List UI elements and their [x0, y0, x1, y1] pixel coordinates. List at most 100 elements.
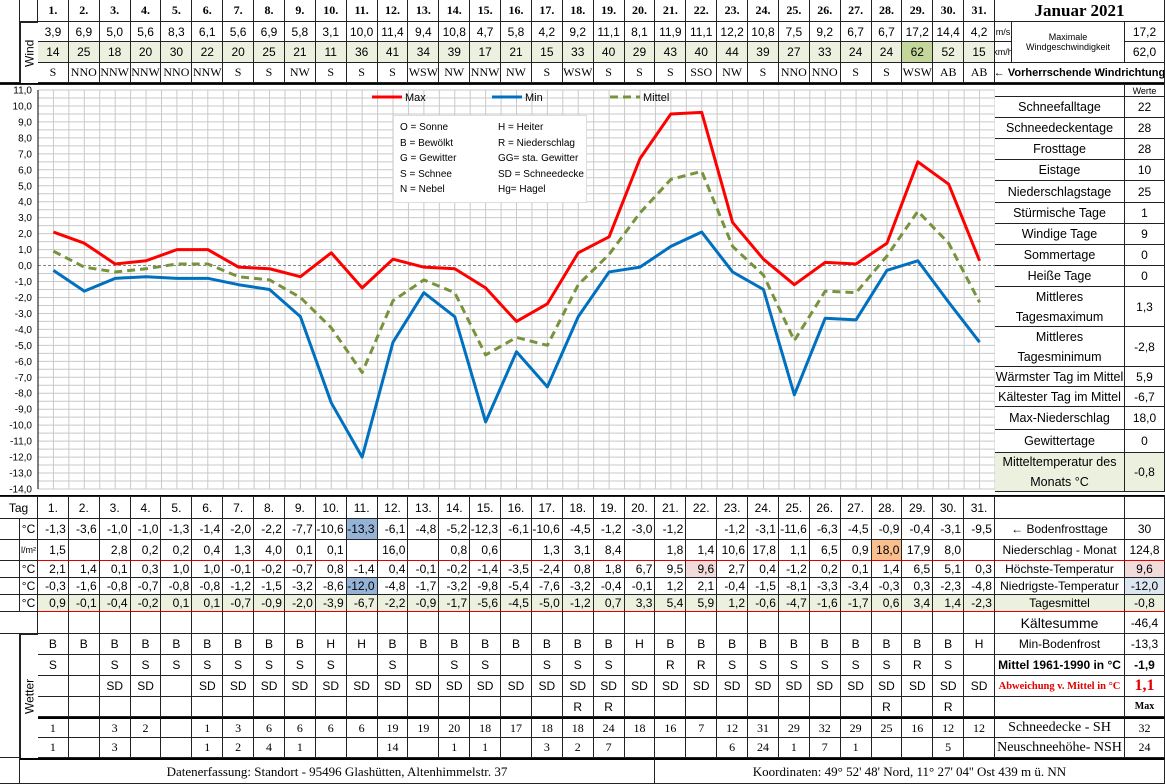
precip-cell: 17,9	[902, 540, 934, 561]
weather-code-cell: SD	[130, 676, 162, 697]
unit-label: °C	[20, 578, 38, 595]
wind-kmh-cell: 33	[809, 42, 841, 63]
stat-label: Kältester Tag im Mittel	[995, 387, 1125, 407]
weather-code-cell: R	[871, 697, 903, 717]
day-header: 21.	[655, 497, 687, 519]
weather-code-cell: B	[68, 634, 100, 655]
blank-cell	[655, 612, 687, 634]
weather-code-cell: SD	[99, 676, 131, 697]
weather-code-cell: SD	[562, 676, 594, 697]
stat-value: 25	[1125, 181, 1165, 203]
precip-cell: 1,1	[778, 540, 810, 561]
weather-code-cell: B	[223, 634, 255, 655]
max-temp-cell: -3,5	[501, 561, 532, 578]
new-snow-cell: 1	[470, 738, 502, 758]
precip-cell	[346, 540, 378, 561]
weather-code-cell: B	[130, 634, 162, 655]
weather-code-cell	[346, 655, 378, 676]
day-header: 29.	[902, 497, 934, 519]
precip-cell: 0,4	[192, 540, 224, 561]
wind-kmh-cell: 20	[223, 42, 255, 63]
weather-code-cell	[902, 697, 934, 717]
bodenfrost-cell: -1,2	[717, 519, 749, 540]
mean-temp-cell: 5,9	[686, 595, 718, 612]
wind-ms-cell: 5,6	[130, 22, 162, 42]
day-header: 18.	[562, 497, 594, 519]
min-temp-cell: -7,6	[531, 578, 563, 595]
summary-label: Höchste-Temperatur	[995, 561, 1125, 578]
snow-depth-cell: 6	[346, 717, 378, 738]
legend-code-row: N = Nebel Hg= Hagel	[400, 184, 586, 200]
snow-depth-cell: 25	[871, 717, 903, 738]
mean-temp-cell: -2,3	[964, 595, 995, 612]
wetter-label: Wetter	[20, 634, 38, 758]
wind-direction-cell: SSO	[686, 63, 718, 83]
wind-direction-cell: S	[840, 63, 872, 83]
snow-depth-cell: 24	[593, 717, 625, 738]
weather-code-cell: S	[192, 655, 224, 676]
y-tick-label: -2,0	[15, 293, 33, 304]
bodenfrost-cell: -1,4	[192, 519, 224, 540]
unit-label: °C	[20, 561, 38, 578]
weather-code-cell: SD	[840, 676, 872, 697]
stat-value: 0	[1125, 266, 1165, 287]
new-snow-cell	[68, 738, 100, 758]
summary-value: -1,9	[1125, 655, 1165, 676]
wind-ms-cell: 11,1	[593, 22, 625, 42]
blank-cell	[809, 612, 841, 634]
new-snow-cell	[408, 738, 440, 758]
legend-code-row: O = Sonne H = Heiter	[400, 122, 586, 138]
summary-value: 124,8	[1125, 540, 1165, 561]
max-temp-cell: -1,2	[778, 561, 810, 578]
wind-kmh-cell: 43	[655, 42, 687, 63]
max-temp-cell: 1,8	[593, 561, 625, 578]
precip-cell: 3,1	[562, 540, 594, 561]
wind-direction-cell: S	[655, 63, 687, 83]
stat-value: 10	[1125, 160, 1165, 181]
day-header: 11.	[346, 0, 378, 22]
stat-value: -6,7	[1125, 387, 1165, 407]
max-temp-cell: 1,0	[161, 561, 193, 578]
day-header: 11.	[346, 497, 378, 519]
y-tick-label: -4,0	[15, 325, 33, 336]
precip-cell: 0,2	[130, 540, 162, 561]
wind-kmh-cell: 34	[408, 42, 440, 63]
stat-value: -2,8	[1125, 327, 1165, 367]
wind-ms-cell: 6,1	[192, 22, 224, 42]
weather-code-cell: B	[161, 634, 193, 655]
day-header: 17.	[531, 0, 563, 22]
day-header: 31.	[964, 497, 995, 519]
mean-temp-cell: -3,9	[315, 595, 347, 612]
snow-depth-cell: 6	[315, 717, 347, 738]
new-snow-cell	[501, 738, 532, 758]
day-header: 25.	[778, 497, 810, 519]
wind-direction-cell: WSW	[408, 63, 440, 83]
min-temp-cell: -0,3	[38, 578, 69, 595]
weather-code-cell: B	[655, 634, 687, 655]
weather-code-cell: SD	[748, 676, 779, 697]
left-gutter	[0, 634, 20, 758]
day-header: 25.	[778, 0, 810, 22]
wind-kmh-cell: 39	[748, 42, 779, 63]
legend-label-mittel: Mittel	[643, 92, 669, 104]
left-gutter	[0, 519, 20, 540]
mean-temp-cell: -5,6	[470, 595, 502, 612]
mean-temp-cell: -6,7	[346, 595, 378, 612]
weather-code-cell: R	[686, 655, 718, 676]
day-header: 3.	[99, 497, 131, 519]
weather-code-cell: S	[161, 655, 193, 676]
day-header: 5.	[161, 0, 193, 22]
new-snow-cell: 1	[38, 738, 69, 758]
mean-temp-cell: 3,4	[902, 595, 934, 612]
day-header: 13.	[408, 497, 440, 519]
stat-label: Sommertage	[995, 245, 1125, 266]
day-header: 9.	[284, 497, 316, 519]
bodenfrost-cell: -12,3	[470, 519, 502, 540]
precip-cell: 16,0	[377, 540, 409, 561]
new-snow-cell: 2	[562, 738, 594, 758]
day-header: 10.	[315, 0, 347, 22]
wind-ms-cell: 3,9	[38, 22, 69, 42]
summary-value: -13,3	[1125, 634, 1165, 655]
y-tick-label: 2,0	[18, 229, 32, 240]
weather-code-cell	[439, 697, 471, 717]
